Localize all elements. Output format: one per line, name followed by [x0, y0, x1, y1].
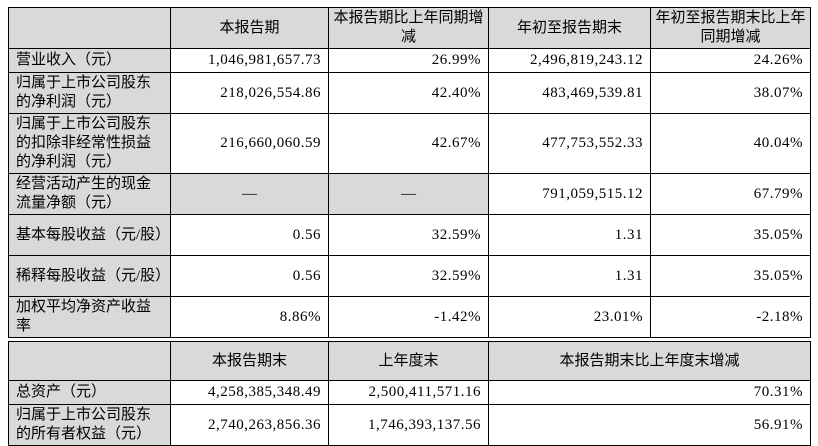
basic-eps-ytd-yoy-change: 35.05%: [650, 214, 811, 256]
header-ytd-yoy-change: 年初至报告期末比上年同期增减: [650, 7, 811, 49]
table-header-row: 本报告期 本报告期比上年同期增减 年初至报告期末 年初至报告期末比上年同期增减: [8, 7, 811, 49]
cash-flow-ytd-yoy-change: 67.79%: [650, 173, 811, 215]
total-assets-prior-year-end: 2,500,411,571.16: [328, 380, 489, 405]
basic-eps-yoy-change: 32.59%: [328, 214, 489, 256]
header-period-end: 本报告期末: [170, 341, 329, 381]
table-row-weighted-avg-roe: 加权平均净资产收益率 8.86% -1.42% 23.01% -2.18%: [8, 296, 811, 338]
net-profit-excl-ytd-yoy-change: 40.04%: [650, 113, 811, 174]
row-label-total-assets: 总资产（元）: [8, 380, 171, 405]
header-prior-year-end: 上年度末: [328, 341, 489, 381]
table-row-net-profit: 归属于上市公司股东的净利润（元） 218,026,554.86 42.40% 4…: [8, 72, 811, 114]
net-profit-excl-current-period: 216,660,060.59: [170, 113, 329, 174]
diluted-eps-ytd: 1.31: [488, 255, 651, 297]
basic-eps-current-period: 0.56: [170, 214, 329, 256]
net-profit-excl-yoy-change: 42.67%: [328, 113, 489, 174]
period-end-metrics-table: 本报告期末 上年度末 本报告期末比上年度末增减 总资产（元） 4,258,385…: [8, 341, 812, 446]
net-profit-ytd-yoy-change: 38.07%: [650, 72, 811, 114]
revenue-ytd: 2,496,819,243.12: [488, 48, 651, 73]
total-assets-change: 70.31%: [487, 380, 812, 405]
header-ytd: 年初至报告期末: [488, 7, 651, 49]
table-row-diluted-eps: 稀释每股收益（元/股） 0.56 32.59% 1.31 35.05%: [8, 255, 811, 297]
cash-flow-yoy-change: —: [328, 173, 489, 215]
table-row-equity: 归属于上市公司股东的所有者权益（元） 2,740,263,856.36 1,74…: [8, 404, 812, 446]
roe-ytd-yoy-change: -2.18%: [650, 296, 811, 338]
table-row-total-assets: 总资产（元） 4,258,385,348.49 2,500,411,571.16…: [8, 380, 812, 405]
diluted-eps-yoy-change: 32.59%: [328, 255, 489, 297]
cash-flow-ytd: 791,059,515.12: [488, 173, 651, 215]
period-metrics-table: 本报告期 本报告期比上年同期增减 年初至报告期末 年初至报告期末比上年同期增减 …: [8, 7, 811, 338]
net-profit-current-period: 218,026,554.86: [170, 72, 329, 114]
row-label-revenue: 营业收入（元）: [8, 48, 171, 73]
basic-eps-ytd: 1.31: [488, 214, 651, 256]
roe-yoy-change: -1.42%: [328, 296, 489, 338]
row-label-weighted-avg-roe: 加权平均净资产收益率: [8, 296, 171, 338]
row-label-equity: 归属于上市公司股东的所有者权益（元）: [8, 404, 171, 446]
table-row-net-profit-excl-nonrecurring: 归属于上市公司股东的扣除非经常性损益的净利润（元） 216,660,060.59…: [8, 113, 811, 174]
revenue-ytd-yoy-change: 24.26%: [650, 48, 811, 73]
net-profit-excl-ytd: 477,753,552.33: [488, 113, 651, 174]
net-profit-ytd: 483,469,539.81: [488, 72, 651, 114]
equity-change: 56.91%: [487, 404, 812, 446]
row-label-basic-eps: 基本每股收益（元/股）: [8, 214, 171, 256]
equity-period-end: 2,740,263,856.36: [170, 404, 329, 446]
net-profit-yoy-change: 42.40%: [328, 72, 489, 114]
row-label-net-profit-excl-nonrecurring: 归属于上市公司股东的扣除非经常性损益的净利润（元）: [8, 113, 171, 174]
header-blank: [8, 7, 171, 49]
header-current-period: 本报告期: [170, 7, 329, 49]
total-assets-period-end: 4,258,385,348.49: [170, 380, 329, 405]
financial-summary-page: { "colors": { "header_bg": "#d9d9d9", "c…: [8, 7, 812, 446]
table-row-revenue: 营业收入（元） 1,046,981,657.73 26.99% 2,496,81…: [8, 48, 811, 73]
roe-current-period: 8.86%: [170, 296, 329, 338]
diluted-eps-current-period: 0.56: [170, 255, 329, 297]
revenue-yoy-change: 26.99%: [328, 48, 489, 73]
table-header-row-period-end: 本报告期末 上年度末 本报告期末比上年度末增减: [8, 341, 812, 381]
revenue-current-period: 1,046,981,657.73: [170, 48, 329, 73]
row-label-net-profit: 归属于上市公司股东的净利润（元）: [8, 72, 171, 114]
row-label-operating-cash-flow: 经营活动产生的现金流量净额（元）: [8, 173, 171, 215]
diluted-eps-ytd-yoy-change: 35.05%: [650, 255, 811, 297]
equity-prior-year-end: 1,746,393,137.56: [328, 404, 489, 446]
header-blank-2: [8, 341, 171, 381]
roe-ytd: 23.01%: [488, 296, 651, 338]
header-change-vs-prior-year-end: 本报告期末比上年度末增减: [487, 341, 812, 381]
cash-flow-current-period: —: [170, 173, 329, 215]
row-label-diluted-eps: 稀释每股收益（元/股）: [8, 255, 171, 297]
header-yoy-change: 本报告期比上年同期增减: [328, 7, 489, 49]
table-row-basic-eps: 基本每股收益（元/股） 0.56 32.59% 1.31 35.05%: [8, 214, 811, 256]
table-row-operating-cash-flow: 经营活动产生的现金流量净额（元） — — 791,059,515.12 67.7…: [8, 173, 811, 215]
